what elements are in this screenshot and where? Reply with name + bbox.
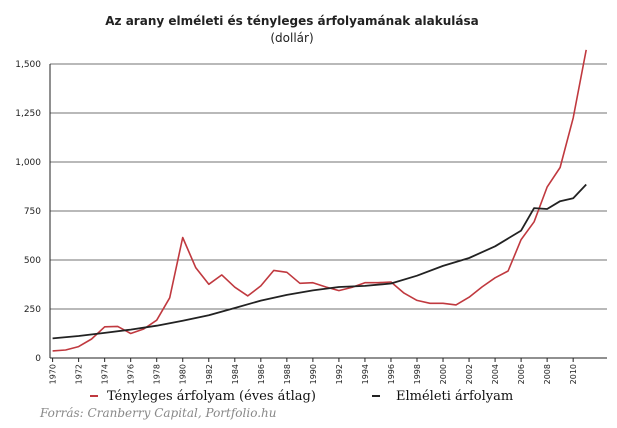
x-tick-label: 2008 (543, 364, 552, 384)
gridlines (50, 63, 607, 310)
chart-subtitle: (dollár) (270, 31, 313, 45)
x-axis-ticks: 1970 1972 1974 1976 1978 1980 1982 1984 1986 1988… (49, 358, 578, 384)
y-tick-label: 500 (24, 256, 41, 266)
y-tick-label: 0 (35, 354, 41, 364)
x-tick-label: 1982 (205, 364, 214, 384)
x-tick-label: 1974 (101, 364, 110, 384)
chart-title: Az arany elméleti és tényleges árfolyamá… (105, 14, 478, 28)
series-line-actual (52, 49, 587, 352)
x-tick-label: 1978 (153, 364, 162, 384)
x-tick-label: 1976 (127, 364, 136, 384)
legend-label-theoretical: Elméleti árfolyam (396, 389, 513, 404)
x-tick-label: 1998 (413, 364, 422, 384)
series-lines (52, 49, 587, 352)
y-tick-label: 1,500 (15, 60, 41, 70)
x-tick-label: 1988 (283, 364, 292, 384)
x-tick-label: 2002 (465, 364, 474, 384)
axes (49, 64, 607, 359)
source-note: Forrás: Cranberry Capital, Portfolio.hu (39, 406, 276, 420)
x-tick-label: 1972 (75, 364, 84, 384)
x-tick-label: 1984 (231, 364, 240, 384)
x-tick-label: 1980 (179, 364, 188, 384)
series-line-theoretical (52, 183, 587, 340)
legend-label-actual: Tényleges árfolyam (éves átlag) (107, 389, 316, 404)
y-axis-ticks: 0 250 500 750 1,000 1,250 1,500 (15, 60, 41, 364)
x-tick-label: 1986 (257, 364, 266, 384)
x-tick-label: 1990 (309, 364, 318, 384)
x-tick-label: 2000 (439, 364, 448, 384)
y-tick-label: 250 (24, 305, 41, 315)
x-tick-label: 2004 (491, 364, 500, 384)
x-tick-label: 1970 (49, 364, 58, 384)
y-tick-label: 1,000 (15, 158, 41, 168)
legend: Tényleges árfolyam (éves átlag) Elméleti… (90, 389, 513, 404)
x-tick-label: 1994 (361, 364, 370, 384)
x-tick-label: 2006 (517, 364, 526, 384)
y-tick-label: 750 (24, 207, 41, 217)
y-tick-label: 1,250 (15, 109, 41, 119)
x-tick-label: 2010 (569, 364, 578, 384)
x-tick-label: 1996 (387, 364, 396, 384)
x-tick-label: 1992 (335, 364, 344, 384)
